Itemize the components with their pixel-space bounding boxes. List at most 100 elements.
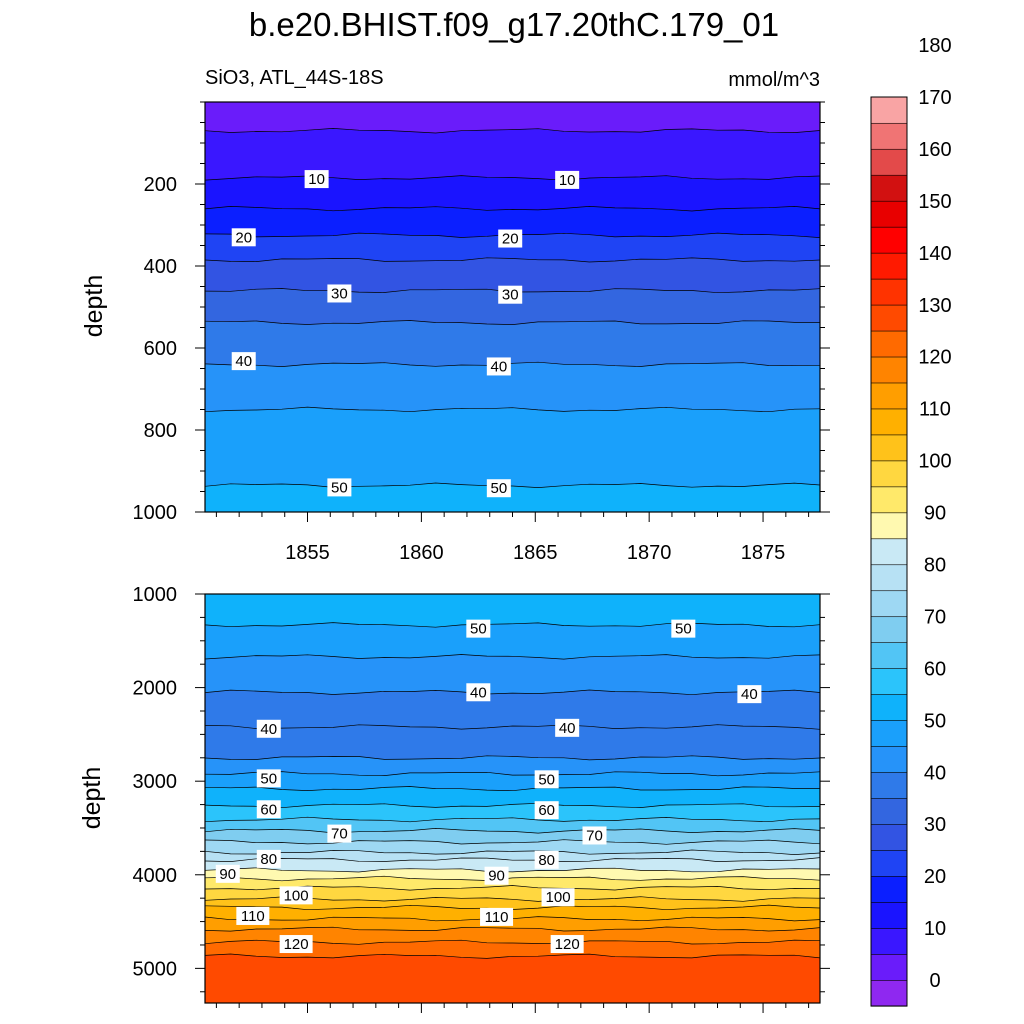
lower-panel-contour-lines	[204, 622, 821, 959]
colorbar-swatch	[870, 538, 908, 566]
contour-label-box	[231, 228, 256, 247]
colorbar-swatch	[870, 797, 908, 825]
colorbar-swatch	[870, 460, 908, 488]
contour-label: 90	[215, 864, 240, 883]
colorbar-label: 60	[924, 658, 946, 680]
contour-label: 40	[486, 357, 511, 376]
contour-label: 120	[279, 935, 313, 954]
colorbar-swatch	[870, 356, 908, 384]
colorbar-swatch	[870, 745, 908, 773]
contour-band	[205, 594, 820, 628]
contour-band	[205, 954, 820, 1003]
contour-line	[204, 885, 821, 891]
contour-label-text: 90	[488, 868, 505, 885]
contour-label-box	[480, 907, 514, 926]
contour-line	[204, 320, 820, 325]
colorbar-swatch	[870, 382, 908, 410]
x-tick-label: 1865	[513, 542, 558, 564]
contour-label-text: 10	[559, 172, 576, 189]
contour-label-box	[534, 850, 559, 869]
contour-band	[205, 102, 820, 133]
y-tick-label: 1000	[133, 584, 178, 606]
contour-label-text: 50	[538, 771, 555, 788]
contour-line	[204, 622, 821, 628]
contour-label: 50	[534, 770, 559, 789]
contour-label-text: 20	[235, 229, 252, 246]
contour-label: 40	[231, 352, 256, 371]
lower-panel-axes: 1000 2000 3000 4000 5000	[133, 584, 830, 1013]
contour-label-text: 50	[675, 621, 692, 638]
y-tick-label: 3000	[133, 771, 178, 793]
colorbar-label: 10	[924, 918, 946, 940]
colorbar-frame	[870, 96, 908, 1007]
colorbar-swatch	[870, 226, 908, 254]
contour-line	[204, 839, 821, 845]
contour-label-text: 70	[586, 827, 603, 844]
colorbar-label: 30	[924, 814, 946, 836]
colorbar-swatch	[870, 434, 908, 462]
contour-label-box	[484, 866, 509, 885]
contour-label-text: 50	[260, 770, 277, 787]
contour-label: 70	[582, 826, 607, 845]
x-tick-label: 1875	[741, 542, 786, 564]
contour-band	[205, 850, 820, 862]
contour-label: 10	[555, 170, 580, 189]
contour-band	[205, 857, 820, 872]
contour-band	[205, 483, 820, 512]
contour-label-text: 80	[260, 851, 277, 868]
contour-label: 100	[541, 888, 575, 907]
contour-label-box	[541, 888, 575, 907]
contour-label: 50	[466, 619, 491, 638]
contour-band	[205, 407, 820, 488]
contour-line	[204, 828, 821, 834]
y-tick-label: 600	[144, 338, 177, 360]
colorbar-label: 160	[918, 139, 951, 161]
colorbar-swatch	[870, 304, 908, 332]
contour-label-box	[279, 935, 313, 954]
contour-line	[204, 802, 821, 809]
contour-label: 40	[256, 719, 281, 738]
colorbar-swatch	[870, 771, 908, 799]
lower-panel: 50 50 40 40 40 40 50 50 60 60 70 70 80 80 90 90 100 100 11…	[133, 584, 830, 1013]
contour-label-text: 40	[260, 721, 277, 738]
colorbar-swatch	[870, 849, 908, 877]
y-tick-label: 800	[144, 420, 177, 442]
contour-band	[205, 128, 820, 181]
colorbar-swatch	[870, 823, 908, 851]
colorbar-swatch	[870, 148, 908, 176]
colorbar-swatch	[870, 564, 908, 592]
contour-label: 60	[256, 800, 281, 819]
contour-label-box	[231, 352, 256, 371]
contour-label: 60	[534, 801, 559, 820]
contour-label: 80	[256, 849, 281, 868]
contour-band	[205, 690, 820, 730]
contour-band	[205, 839, 820, 855]
units-label: mmol/m^3	[728, 69, 820, 91]
colorbar: 0 10 20 30 40 50 60 70 80 90 100 110 120 130 140 150 160…	[870, 0, 952, 1007]
contour-band	[205, 724, 820, 760]
contour-label-box	[304, 170, 329, 189]
contour-label-box	[327, 824, 352, 843]
contour-label-box	[327, 478, 352, 497]
contour-label: 50	[671, 619, 696, 638]
contour-label-box	[534, 801, 559, 820]
contour-line	[204, 654, 821, 660]
contour-label-box	[486, 357, 511, 376]
colorbar-label: 120	[918, 347, 951, 369]
contour-line	[204, 816, 821, 823]
contour-label-box	[466, 683, 491, 702]
contour-label-box	[236, 906, 270, 925]
contour-label-text: 120	[555, 936, 580, 953]
contour-label: 50	[486, 479, 511, 498]
colorbar-swatch	[870, 96, 908, 124]
contour-label-text: 70	[331, 826, 348, 843]
contour-label-text: 20	[502, 231, 519, 248]
contour-line	[204, 361, 821, 367]
contour-band	[205, 755, 820, 776]
contour-label: 90	[484, 866, 509, 885]
contour-line	[204, 257, 821, 263]
y-tick-label: 4000	[133, 865, 178, 887]
x-tick-label: 1860	[399, 542, 444, 564]
contour-line	[204, 406, 821, 413]
contour-label-box	[256, 769, 281, 788]
